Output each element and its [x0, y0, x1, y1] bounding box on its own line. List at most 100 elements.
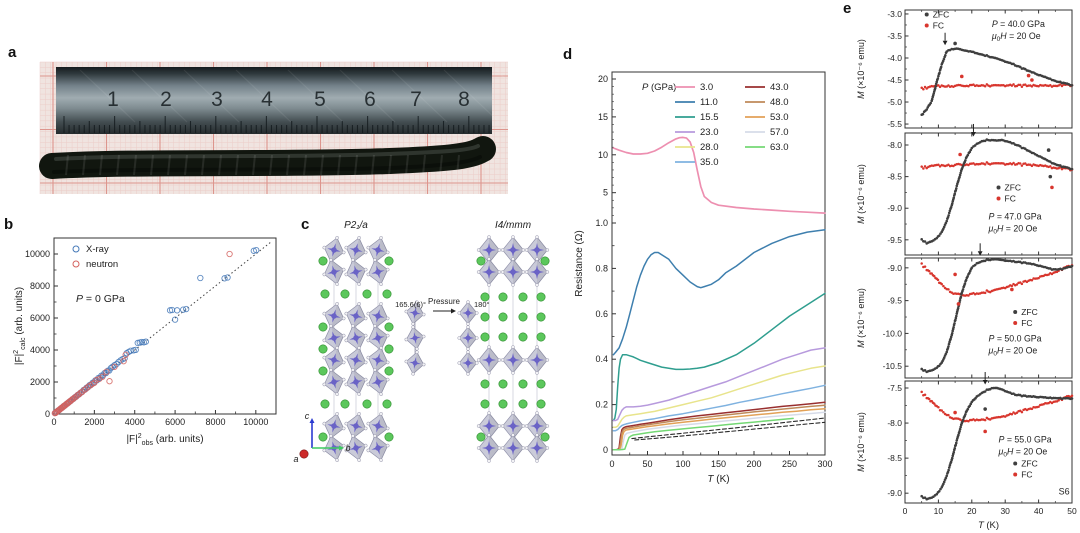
svg-text:53.0: 53.0 [770, 112, 789, 123]
svg-text:8000: 8000 [30, 281, 50, 291]
svg-text:0: 0 [609, 459, 614, 469]
svg-text:ZFC: ZFC [1005, 183, 1022, 193]
panel-d-label: d [563, 46, 573, 63]
svg-text:μ0H = 20 Oe: μ0H = 20 Oe [991, 31, 1041, 43]
svg-text:-3.0: -3.0 [887, 9, 902, 19]
svg-text:-8.5: -8.5 [887, 172, 902, 182]
svg-text:6: 6 [364, 88, 376, 111]
svg-text:M (×10⁻⁶ emu): M (×10⁻⁶ emu) [856, 288, 866, 348]
svg-text:1: 1 [107, 88, 119, 111]
svg-text:15.5: 15.5 [700, 112, 719, 123]
panel-a-label: a [8, 44, 17, 61]
svg-text:FC: FC [1021, 318, 1032, 328]
structure-factor-scatter-chart: 0 2000 4000 6000 8000 10000 0 2000 4000 6000 8000 1… [13, 237, 277, 447]
svg-text:P = 55.0 GPa: P = 55.0 GPa [999, 435, 1052, 445]
svg-text:11.0: 11.0 [700, 97, 718, 108]
svg-text:3: 3 [211, 88, 223, 111]
crystal-structure-diagram: P2₁/a I4/mmm 165.6(6)° Pressure 180° c b a [293, 220, 550, 464]
svg-text:10: 10 [598, 150, 608, 160]
svg-text:-8.0: -8.0 [887, 140, 902, 150]
svg-text:250: 250 [782, 459, 797, 469]
svg-text:ZFC: ZFC [1021, 459, 1038, 469]
svg-text:150: 150 [711, 459, 726, 469]
svg-text:-10.0: -10.0 [883, 328, 903, 338]
svg-text:15: 15 [598, 112, 608, 122]
svg-text:35.0: 35.0 [700, 157, 719, 168]
svg-text:8: 8 [458, 88, 470, 111]
svg-text:7: 7 [410, 88, 422, 111]
svg-text:ZFC: ZFC [1021, 307, 1038, 317]
svg-text:6000: 6000 [165, 417, 185, 427]
svg-text:50: 50 [642, 459, 652, 469]
svg-text:0.2: 0.2 [595, 400, 608, 410]
svg-text:P = 50.0 GPa: P = 50.0 GPa [989, 333, 1042, 343]
svg-text:4: 4 [261, 88, 273, 111]
svg-text:200: 200 [746, 459, 761, 469]
svg-text:P = 47.0 GPa: P = 47.0 GPa [989, 212, 1042, 222]
svg-text:43.0: 43.0 [770, 82, 789, 93]
svg-text:-9.5: -9.5 [887, 235, 902, 245]
svg-text:X-ray: X-ray [86, 244, 109, 255]
svg-text:P = 40.0 GPa: P = 40.0 GPa [992, 19, 1045, 29]
svg-text:0.8: 0.8 [595, 263, 608, 273]
svg-text:28.0: 28.0 [700, 142, 719, 153]
svg-text:μ0H = 20 Oe: μ0H = 20 Oe [988, 224, 1038, 236]
panel-b-label: b [4, 216, 14, 233]
svg-text:-5.0: -5.0 [887, 97, 902, 107]
svg-text:b: b [345, 443, 350, 453]
resistance-vs-temperature-chart: 0 50 100 150 200 250 300 0 0.2 0.4 0.6 0.8 1.0 5 10 15 2… [574, 71, 833, 485]
svg-text:30: 30 [1000, 506, 1010, 516]
svg-text:2000: 2000 [30, 377, 50, 387]
svg-text:T (K): T (K) [707, 474, 729, 485]
svg-text:M (×10⁻⁶ emu): M (×10⁻⁶ emu) [856, 39, 866, 99]
svg-text:T (K): T (K) [978, 520, 999, 531]
svg-text:20: 20 [967, 506, 977, 516]
svg-text:0: 0 [903, 506, 908, 516]
svg-text:ZFC: ZFC [933, 9, 950, 19]
svg-text:5: 5 [314, 88, 326, 111]
svg-text:50: 50 [1067, 506, 1077, 516]
svg-text:5: 5 [603, 188, 608, 198]
svg-text:-9.0: -9.0 [887, 203, 902, 213]
svg-text:c: c [305, 411, 310, 421]
svg-text:2: 2 [160, 88, 172, 111]
svg-text:48.0: 48.0 [770, 97, 789, 108]
svg-text:I4/mmm: I4/mmm [495, 220, 531, 231]
svg-text:-7.5: -7.5 [887, 383, 902, 393]
svg-text:3.0: 3.0 [700, 82, 713, 93]
svg-text:Resistance (Ω): Resistance (Ω) [574, 230, 585, 296]
svg-text:-3.5: -3.5 [887, 31, 902, 41]
svg-text:-4.5: -4.5 [887, 75, 902, 85]
sample-photo: 1 2 3 4 5 6 7 8 [39, 61, 552, 194]
svg-text:10000: 10000 [243, 417, 268, 427]
svg-text:P = 0 GPa: P = 0 GPa [76, 293, 125, 305]
panel-e-label: e [843, 0, 852, 17]
svg-text:-8.0: -8.0 [887, 418, 902, 428]
svg-text:8000: 8000 [205, 417, 225, 427]
svg-text:40: 40 [1034, 506, 1044, 516]
svg-text:165.6(6)°: 165.6(6)° [395, 300, 426, 309]
svg-text:2000: 2000 [84, 417, 104, 427]
svg-text:300: 300 [817, 459, 832, 469]
svg-text:10: 10 [934, 506, 944, 516]
svg-text:-9.5: -9.5 [887, 296, 902, 306]
svg-text:4000: 4000 [30, 345, 50, 355]
svg-text:0: 0 [51, 417, 56, 427]
svg-text:100: 100 [675, 459, 690, 469]
svg-text:P (GPa): P (GPa) [642, 82, 676, 93]
svg-text:FC: FC [933, 20, 944, 30]
svg-text:-9.0: -9.0 [887, 488, 902, 498]
svg-text:1.0: 1.0 [595, 218, 608, 228]
svg-text:FC: FC [1021, 470, 1032, 480]
svg-text:10000: 10000 [25, 249, 50, 259]
svg-text:-4.0: -4.0 [887, 53, 902, 63]
svg-text:23.0: 23.0 [700, 127, 719, 138]
svg-text:-5.5: -5.5 [887, 119, 902, 129]
svg-text:Pressure: Pressure [428, 297, 461, 306]
svg-text:20: 20 [598, 74, 608, 84]
svg-text:μ0H = 20 Oe: μ0H = 20 Oe [988, 345, 1038, 357]
svg-text:μ0H = 20 Oe: μ0H = 20 Oe [998, 447, 1048, 459]
svg-text:M (×10⁻⁶ emu): M (×10⁻⁶ emu) [856, 164, 866, 224]
